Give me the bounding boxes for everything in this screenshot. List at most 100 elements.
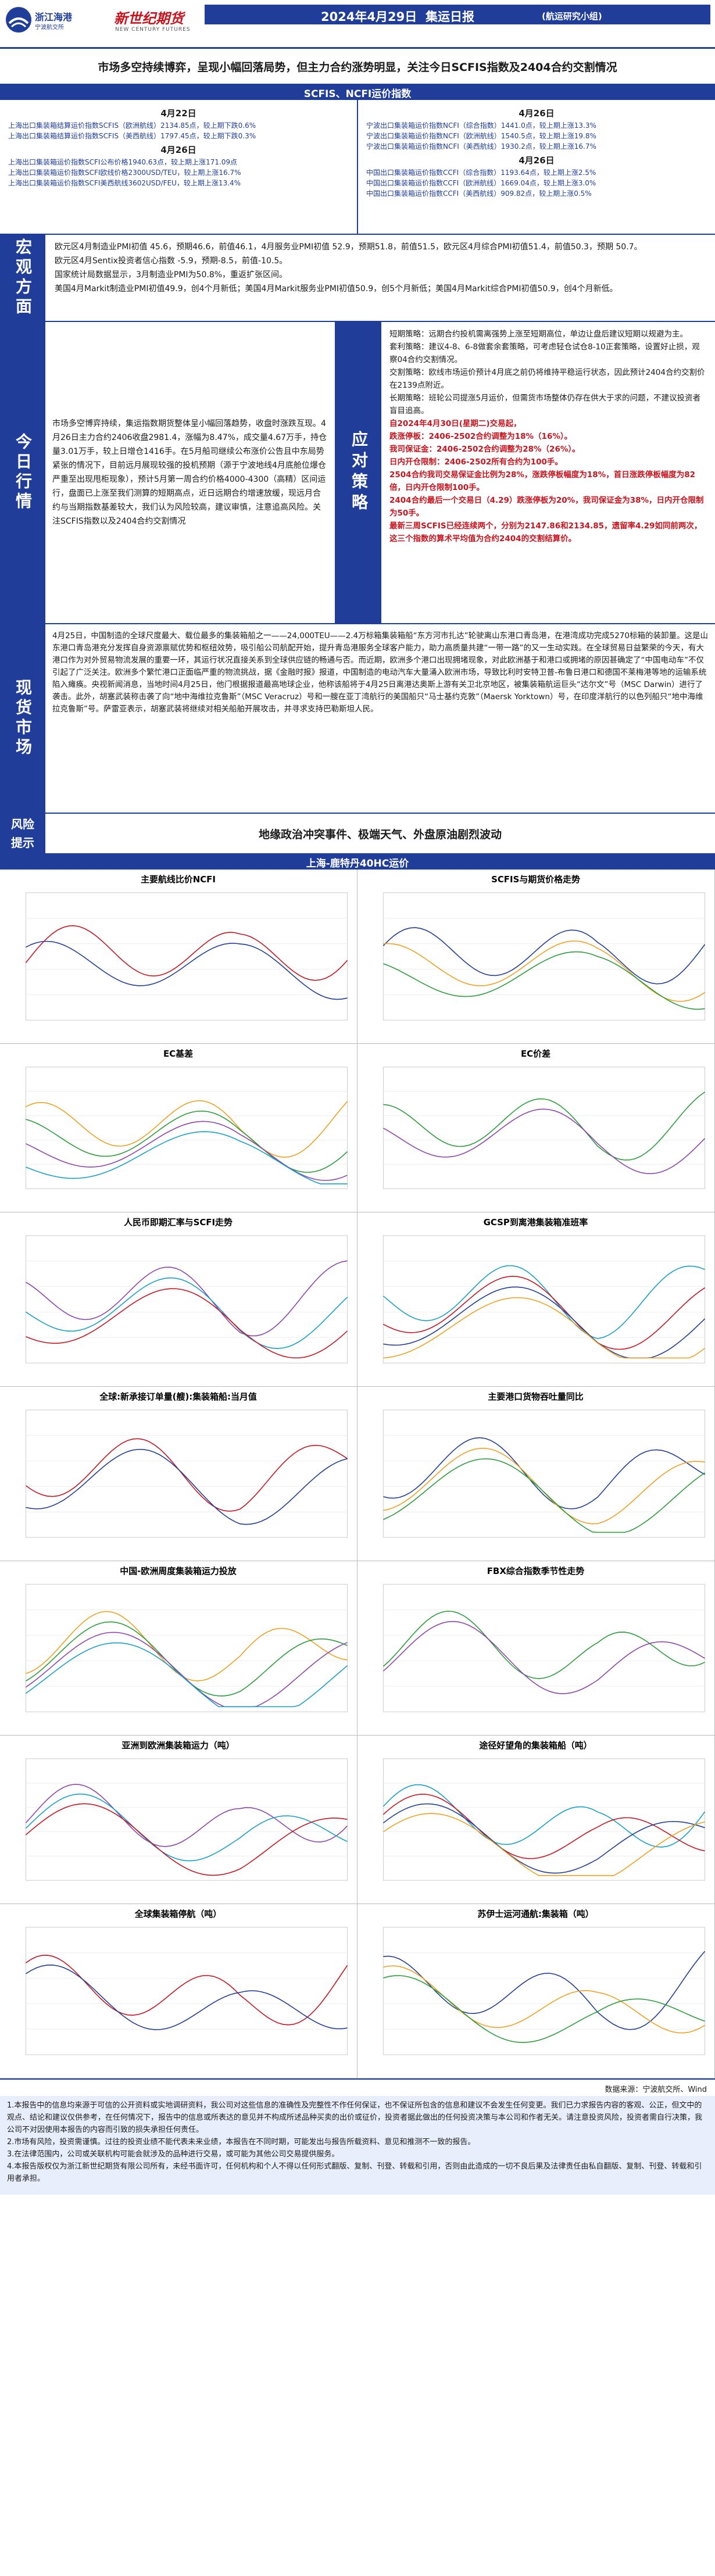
chart-asia-europe-series-line (25, 1784, 348, 1847)
chart-fbx: FBX综合指数季节性走势 (358, 1561, 715, 1736)
chart-gcsp-series-line (383, 1286, 706, 1359)
logo-b-name: 新世纪期货 (114, 10, 184, 27)
risk-text: 地缘政治冲突事件、极端天气、外盘原油剧烈波动 (258, 828, 502, 841)
market-summary: 市场多空博弈持续，集运指数期货整体呈小幅回落趋势，收盘时涨跌互现。4月26日主力… (45, 322, 336, 623)
strategy-item: 短期策略：远期合约投机需离强势上涨至短期高位，单边让盘后建议短期以规避为主。 (389, 330, 688, 339)
zhejiang-port-logo: 浙江海港 宁波航交所 (5, 3, 103, 38)
chart-scfis-futures-series-line (383, 940, 705, 1002)
report-date: 2024年4月29日 (321, 10, 417, 24)
chart-ec-spread-plot-area (382, 1067, 705, 1189)
report-header: 浙江海港 宁波航交所 新世纪期货 NEW CENTURY FUTURES 202… (0, 0, 715, 49)
index-line: 宁波出口集装箱运价指数NCFI（综合指数）1441.0点，较上期上涨13.3% (366, 121, 596, 130)
chart-throughput-series-line (25, 1438, 348, 1512)
chart-ec-spread-series-line (383, 1092, 705, 1161)
chart-fbx-series-line (382, 1620, 705, 1694)
index-line: 宁波出口集装箱运价指数NCFI（欧洲航线）1540.5点，较上期上涨19.8% (366, 132, 596, 140)
chart-cape-series-line (382, 1794, 705, 1859)
strategy-label: 应对策略 (336, 322, 381, 623)
chart-gcsp-svg: GCSP到离港集装箱准班率 (382, 1217, 706, 1364)
index-col-right: 4月26日 宁波出口集装箱运价指数NCFI（综合指数）1441.0点，较上期上涨… (358, 100, 715, 234)
risk-row: 风险 提示 地缘政治冲突事件、极端天气、外盘原油剧烈波动 (0, 814, 715, 854)
chart-throughput-plot-area (25, 1409, 348, 1538)
chart-scfis-futures-plot-area (382, 892, 706, 1021)
chart-gcsp-series-line (382, 1265, 705, 1339)
spot-label: 现货市场 (0, 624, 45, 813)
index-line: 上海出口集装箱运价指数SCFI美西航线3602USD/FEU，较上期上涨13.4… (8, 179, 241, 187)
chart-port-throughput-series-line (383, 1458, 705, 1533)
chart-rmb-scfi-series-line (25, 1260, 348, 1337)
index-right-date2: 4月26日 (519, 155, 555, 166)
chart-global-stop-title: 全球集装箱停航（吨） (134, 1909, 221, 1919)
chart-fbx-svg: FBX综合指数季节性走势 (382, 1566, 706, 1712)
chart-cape-series-line (382, 1784, 706, 1848)
chart-ec-basis-title: EC基差 (163, 1049, 193, 1059)
chart-capacity-svg: 中国-欧洲周度集装箱运力投放 (25, 1566, 348, 1712)
disclaimer-line: 2.市场有风险，投资需谨慎。过往的投资业绩不能代表未来业绩，本报告在不同时期，可… (7, 2138, 476, 2146)
chart-suez-series-line (383, 1975, 705, 2043)
disclaimer-line: 4.本报告版权仅为浙江新世纪期货有限公司所有，未经书面许可，任何机构和个人不得以… (7, 2162, 702, 2183)
chart-suez-plot-area (382, 1927, 706, 2055)
index-left-date1: 4月22日 (160, 108, 196, 119)
chart-ec-basis-series-line (26, 1110, 348, 1173)
index-line: 上海出口集装箱运价指数SCFI公布价格1940.63点，较上期上涨171.09点 (8, 158, 238, 166)
chart-asia-europe-series-line (25, 1793, 348, 1862)
strategy-item: 自2024年4月30日(星期二)交易起， (389, 419, 521, 428)
chart-capacity-title: 中国-欧洲周度集装箱运力投放 (120, 1566, 237, 1576)
risk-label-line2: 提示 (11, 836, 34, 850)
strategy-list: 短期策略：远期合约投机需离强势上涨至短期高位，单边让盘后建议短期以规避为主。 套利… (381, 322, 715, 623)
chart-ec-basis-plot-area (25, 1067, 348, 1189)
chart-cape-svg: 途径好望角的集装箱船（吨） (382, 1740, 706, 1881)
chart-port-throughput-svg: 主要港口货物吞吐量同比 (382, 1391, 706, 1538)
chart-ec-spread-svg: EC价差 (382, 1049, 706, 1189)
report-title: 集运日报 (426, 10, 474, 24)
strategy-item: 我司保证金：2406-2502合约调整为28%（26%）。 (389, 445, 580, 454)
chart-throughput: 全球:新承接订单量(艘):集装箱船:当月值 (0, 1387, 358, 1561)
chart-gcsp: GCSP到离港集装箱准班率 (358, 1212, 715, 1387)
chart-asia-europe-svg: 亚洲到欧洲集装箱运力（吨） (25, 1740, 348, 1881)
strategy-item: 交割策略：欧线市场运价预计4月底之前仍将维持平稳运行状态，因此预计2404合约交… (389, 368, 705, 390)
logo-group: 浙江海港 宁波航交所 新世纪期货 NEW CENTURY FUTURES (5, 3, 202, 43)
chart-scfis-futures-title: SCFIS与期货价格走势 (491, 874, 580, 885)
chart-ec-basis-series-line (26, 1100, 348, 1158)
chart-ec-basis: EC基差 (0, 1044, 358, 1212)
index-left-date2: 4月26日 (160, 145, 196, 155)
chart-cape-plot-area (382, 1758, 705, 1881)
chart-capacity-plot-area (25, 1584, 348, 1712)
strategy-item: 跌涨停板：2406-2502合约调整为18%（16%）。 (389, 432, 573, 441)
chart-cape-title: 途径好望角的集装箱船（吨） (479, 1740, 592, 1751)
chart-port-throughput-title: 主要港口货物吞吐量同比 (488, 1391, 583, 1402)
chart-ncfi-svg: 主要航线比价NCFI (25, 874, 348, 1021)
chart-scfis-futures: SCFIS与期货价格走势 (358, 870, 715, 1044)
chart-suez-series-line (383, 1951, 706, 2030)
chart-fbx-plot-area (382, 1584, 706, 1712)
chart-global-stop-svg: 全球集装箱停航（吨） (25, 1909, 348, 2055)
chart-ncfi: 主要航线比价NCFI (0, 870, 358, 1044)
index-line: 上海出口集装箱结算运价指数SCFIS（欧洲航线）2134.85点，较上期下跌0.… (8, 121, 256, 130)
index-line: 宁波出口集装箱运价指数NCFI（美西航线）1930.2点，较上期上涨16.7% (366, 142, 596, 151)
index-line: 上海出口集装箱运价指数SCFI欧线价格2300USD/TEU，较上期上涨16.7… (8, 169, 241, 177)
chart-global-stop: 全球集装箱停航（吨） (0, 1904, 358, 2078)
chart-suez: 苏伊士运河通航:集装箱（吨） (358, 1904, 715, 2078)
chart-global-stop-series-line (25, 1965, 348, 2030)
disclaimer-line: 1.本报告中的信息均来源于可信的公开资料或实地调研资料，我公司对这些信息的准确性… (7, 2101, 703, 2134)
index-line: 中国出口集装箱运价指数CCFI（综合指数）1193.64点，较上期上涨2.5% (366, 169, 596, 177)
chart-ec-spread: EC价差 (358, 1044, 715, 1212)
risk-label: 风险 提示 (0, 814, 45, 853)
today-label: 今日行情 (0, 322, 45, 623)
index-col-left: 4月22日 上海出口集装箱结算运价指数SCFIS（欧洲航线）2134.85点，较… (0, 100, 358, 234)
chart-scfis-futures-series-line (382, 927, 706, 985)
chart-throughput-series-line (26, 1448, 348, 1525)
chart-gcsp-series-line (383, 1276, 705, 1350)
chart-throughput-svg: 全球:新承接订单量(艘):集装箱船:当月值 (25, 1391, 348, 1538)
chart-global-stop-series-line (25, 1955, 348, 2026)
chart-rmb-scfi-series-line (26, 1288, 348, 1359)
market-text: 市场多空博弈持续，集运指数期货整体呈小幅回落趋势，收盘时涨跌互现。4月26日主力… (52, 419, 327, 526)
chart-ncfi-plot-area (25, 892, 348, 1021)
index-section-title: SCFIS、NCFI运价指数 (0, 85, 715, 100)
title-bar: 2024年4月29日 集运日报 (航运研究小组) (205, 5, 710, 24)
chart-capacity-series-line (26, 1611, 348, 1681)
chart-scfis-futures-series-line (383, 951, 705, 1010)
chart-grid: 主要航线比价NCFI SCFIS与期货价格走势 EC基差 EC价差 人民币即期汇率与SC… (0, 870, 715, 2078)
chart-ec-spread-title: EC价差 (521, 1049, 550, 1059)
